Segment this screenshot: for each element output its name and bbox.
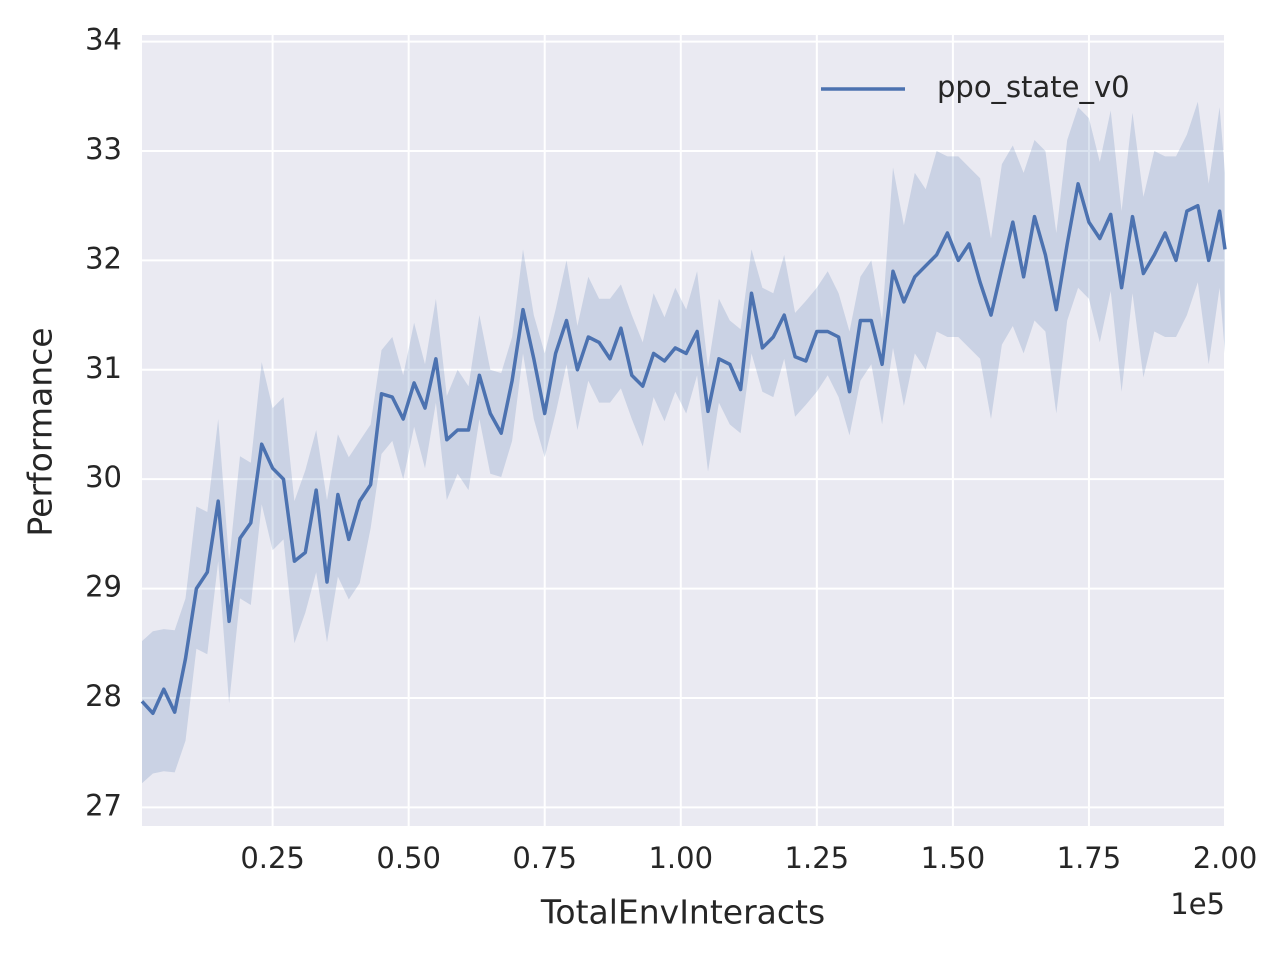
- y-axis-label: Performance: [21, 327, 60, 536]
- x-tick-label: 0.75: [512, 841, 577, 875]
- confidence-band: [142, 101, 1225, 784]
- y-tick-label: 33: [85, 132, 122, 166]
- x-tick-label: 0.50: [376, 841, 441, 875]
- x-tick-label: 1.75: [1057, 841, 1122, 875]
- x-tick-label: 1.00: [648, 841, 713, 875]
- y-tick-label: 30: [85, 460, 122, 494]
- y-tick-label: 28: [85, 679, 122, 713]
- x-tick-label: 2.00: [1193, 841, 1258, 875]
- marks: [140, 101, 1227, 784]
- x-tick-label: 1.25: [785, 841, 850, 875]
- grid: [142, 35, 1226, 826]
- labels: 27 28 29 30 31 32 33 34 0.25 0.50 0.75 1.00 1.25 1.50…: [85, 23, 1257, 875]
- y-tick-label: 34: [85, 23, 122, 57]
- y-tick-label: 31: [85, 351, 122, 385]
- y-tick-label: 32: [85, 241, 122, 275]
- plot-area: [142, 35, 1225, 826]
- x-tick-label: 0.25: [240, 841, 305, 875]
- legend-label: ppo_state_v0: [937, 70, 1130, 104]
- line: [140, 182, 1227, 716]
- y-tick-label: 27: [85, 788, 122, 822]
- x-offset-label: 1e5: [1170, 887, 1225, 921]
- y-tick-label: 29: [85, 570, 122, 604]
- x-axis-label: TotalEnvInteracts: [540, 893, 825, 932]
- x-tick-label: 1.50: [921, 841, 986, 875]
